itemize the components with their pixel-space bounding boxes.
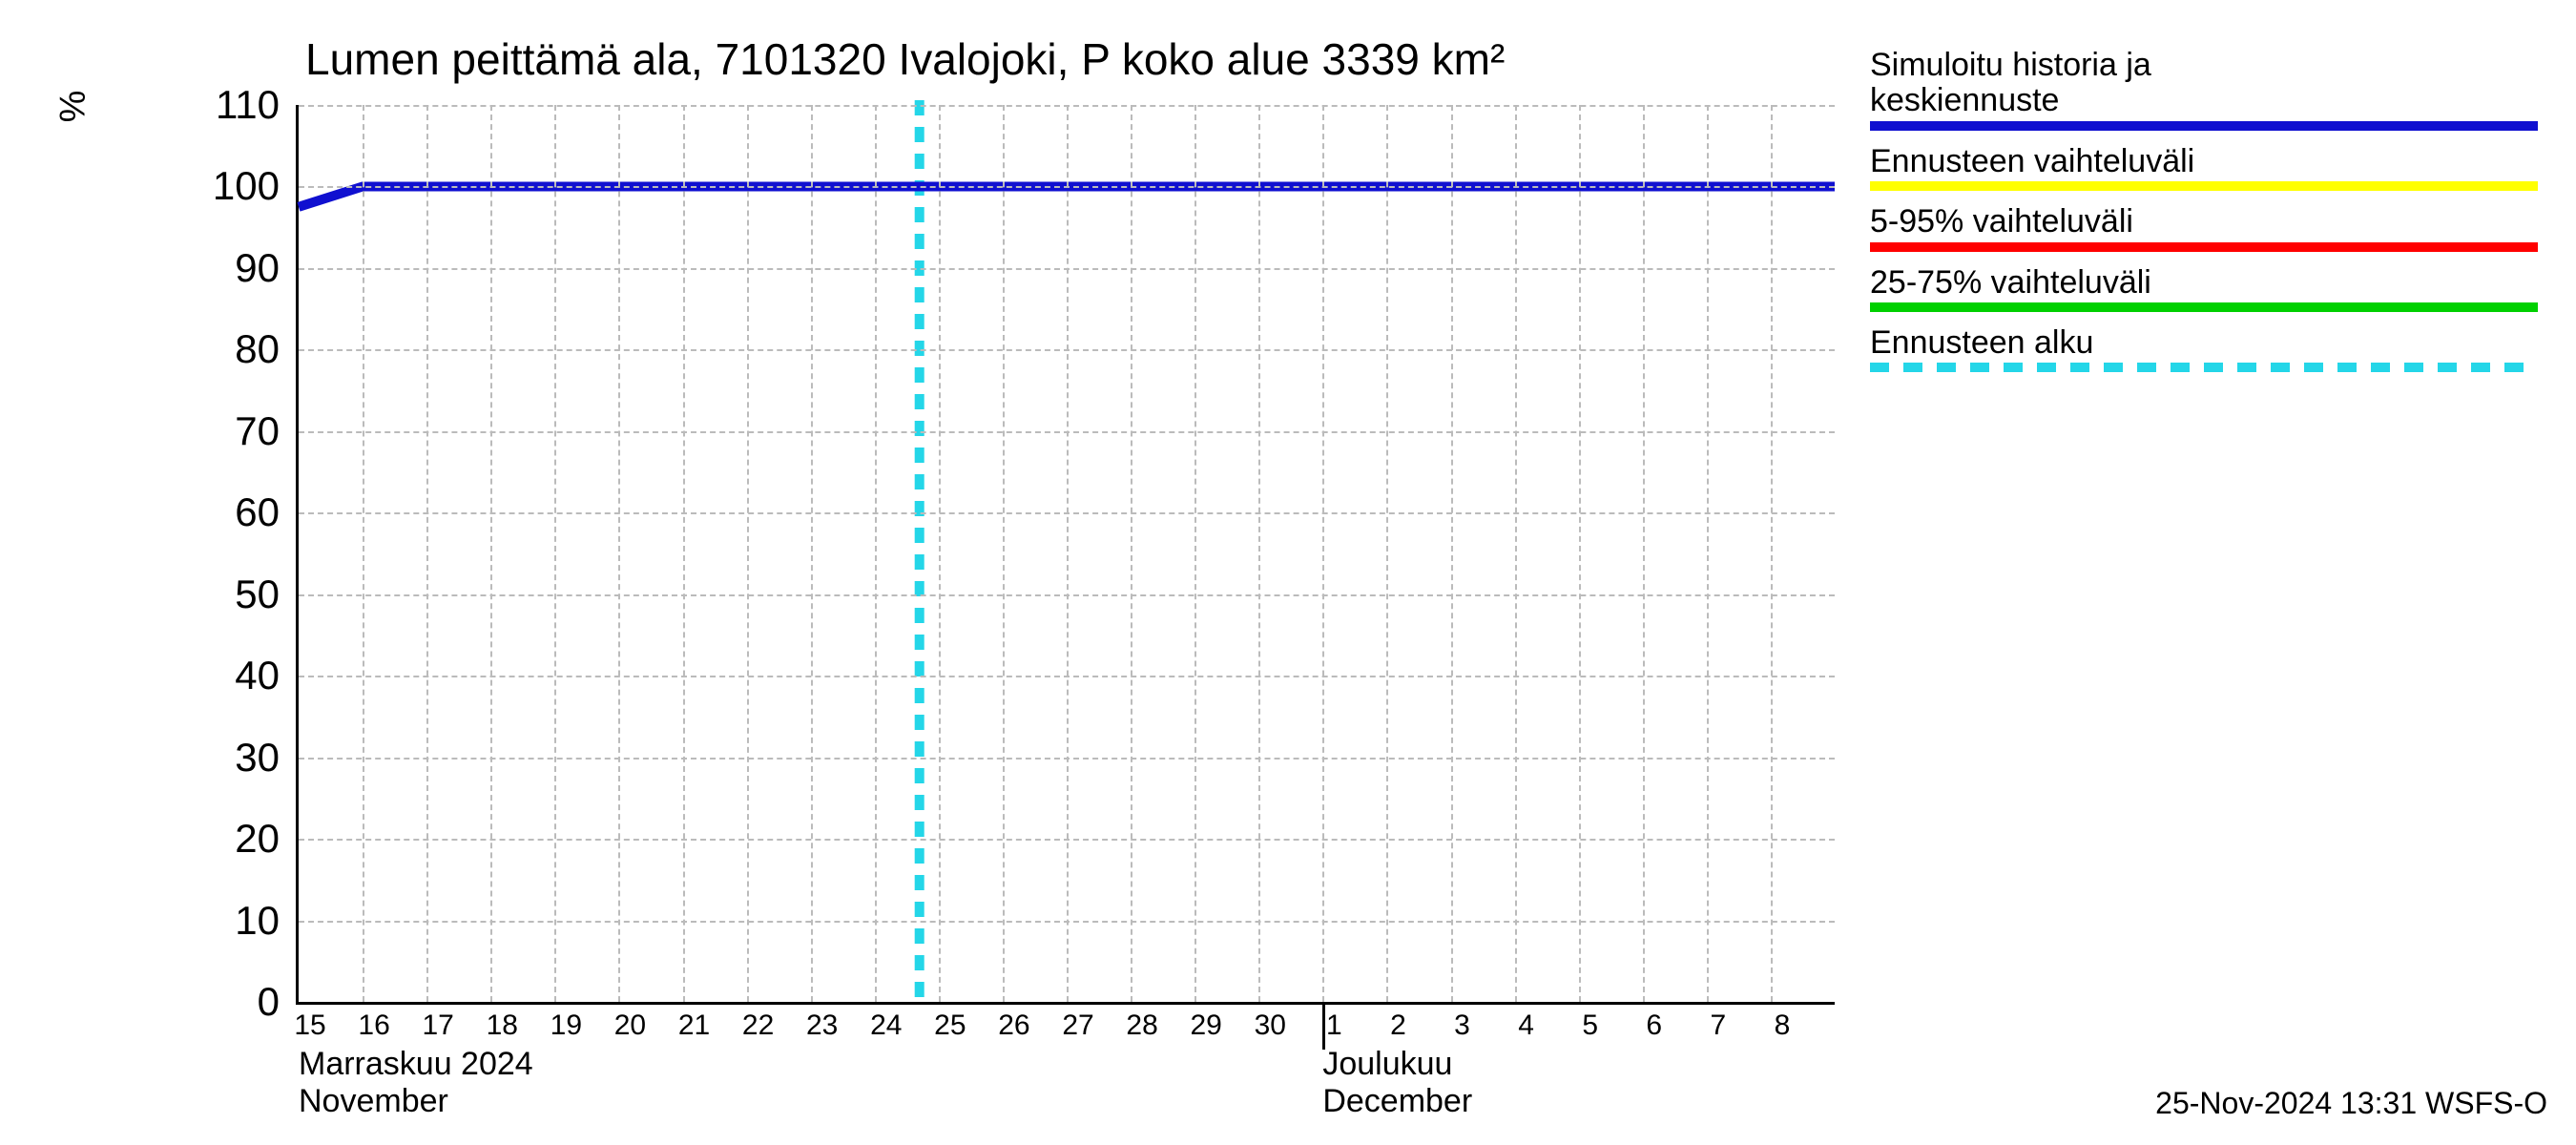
gridline-v — [1067, 105, 1069, 1002]
x-tick-label: 15 — [294, 1010, 325, 1042]
y-tick-label: 60 — [203, 489, 280, 535]
x-tick-label: 5 — [1582, 1010, 1598, 1042]
x-tick-label: 3 — [1454, 1010, 1470, 1042]
x-tick-label: 22 — [742, 1010, 774, 1042]
x-tick-label: 26 — [998, 1010, 1029, 1042]
gridline-v — [1579, 105, 1581, 1002]
gridline-v — [811, 105, 813, 1002]
gridline-v — [683, 105, 685, 1002]
y-tick-label: 30 — [203, 735, 280, 781]
x-tick-label: 4 — [1518, 1010, 1534, 1042]
y-tick-label: 40 — [203, 653, 280, 698]
x-tick-label: 20 — [614, 1010, 646, 1042]
y-tick-label: 100 — [203, 163, 280, 209]
gridline-v — [1451, 105, 1453, 1002]
x-tick-label: 23 — [806, 1010, 838, 1042]
x-tick-label: 29 — [1190, 1010, 1221, 1042]
x-tick-label: 25 — [934, 1010, 966, 1042]
gridline-v — [554, 105, 556, 1002]
legend-label: 5-95% vaihteluväli — [1870, 204, 2538, 239]
month-label-fi: Joulukuu — [1322, 1046, 1452, 1082]
legend-item: Simuloitu historia jakeskiennuste — [1870, 48, 2538, 131]
legend-item: Ennusteen vaihteluväli — [1870, 144, 2538, 191]
month-label-en: December — [1322, 1083, 1472, 1119]
legend-swatch — [1870, 181, 2538, 191]
legend-label: 25-75% vaihteluväli — [1870, 265, 2538, 301]
gridline-v — [1195, 105, 1196, 1002]
gridline-v — [490, 105, 492, 1002]
month-divider — [1322, 1002, 1325, 1050]
month-label-fi: Marraskuu 2024 — [299, 1046, 533, 1082]
chart-container: Lumen peittämä ala / Snow cover area % L… — [0, 0, 2576, 1145]
gridline-v — [747, 105, 749, 1002]
gridline-v — [426, 105, 428, 1002]
y-tick-label: 20 — [203, 816, 280, 862]
x-tick-label: 18 — [487, 1010, 518, 1042]
legend-swatch — [1870, 302, 2538, 312]
y-tick-label: 80 — [203, 326, 280, 372]
y-axis-unit: % — [52, 91, 93, 123]
x-tick-label: 1 — [1326, 1010, 1342, 1042]
x-tick-label: 6 — [1646, 1010, 1662, 1042]
month-label-en: November — [299, 1083, 448, 1119]
x-tick-label: 7 — [1710, 1010, 1726, 1042]
gridline-v — [939, 105, 941, 1002]
chart-title: Lumen peittämä ala, 7101320 Ivalojoki, P… — [305, 33, 1505, 85]
y-tick-label: 0 — [203, 979, 280, 1025]
x-tick-label: 24 — [870, 1010, 902, 1042]
timestamp-label: 25-Nov-2024 13:31 WSFS-O — [2155, 1086, 2547, 1121]
plot-area: 0102030405060708090100110151617181920212… — [296, 105, 1835, 1005]
gridline-v — [1643, 105, 1645, 1002]
legend-label: Ennusteen vaihteluväli — [1870, 144, 2538, 179]
gridline-v — [1515, 105, 1517, 1002]
legend-item: 5-95% vaihteluväli — [1870, 204, 2538, 251]
legend: Simuloitu historia jakeskiennuste Ennuste… — [1870, 48, 2538, 385]
gridline-v — [1386, 105, 1388, 1002]
x-tick-label: 30 — [1255, 1010, 1286, 1042]
x-tick-label: 2 — [1390, 1010, 1406, 1042]
gridline-v — [1707, 105, 1709, 1002]
gridline-v — [618, 105, 620, 1002]
legend-swatch — [1870, 242, 2538, 252]
month-label: JoulukuuDecember — [1322, 1046, 1472, 1120]
legend-label: Ennusteen alku — [1870, 325, 2538, 361]
y-tick-label: 50 — [203, 572, 280, 617]
x-tick-label: 27 — [1062, 1010, 1093, 1042]
legend-swatch — [1870, 363, 2538, 372]
x-tick-label: 28 — [1126, 1010, 1157, 1042]
x-tick-label: 16 — [358, 1010, 389, 1042]
x-tick-label: 17 — [422, 1010, 453, 1042]
gridline-v — [1322, 105, 1324, 1002]
x-tick-label: 21 — [678, 1010, 710, 1042]
legend-item: Ennusteen alku — [1870, 325, 2538, 372]
y-tick-label: 110 — [203, 82, 280, 128]
legend-item: 25-75% vaihteluväli — [1870, 265, 2538, 312]
gridline-v — [363, 105, 364, 1002]
gridline-v — [1771, 105, 1773, 1002]
gridline-v — [875, 105, 877, 1002]
legend-label: Simuloitu historia jakeskiennuste — [1870, 48, 2538, 119]
x-tick-label: 8 — [1775, 1010, 1791, 1042]
gridline-v — [1131, 105, 1132, 1002]
y-tick-label: 10 — [203, 898, 280, 944]
y-tick-label: 90 — [203, 245, 280, 291]
gridline-v — [1003, 105, 1005, 1002]
month-label: Marraskuu 2024November — [299, 1046, 533, 1120]
gridline-v — [1258, 105, 1260, 1002]
legend-swatch — [1870, 121, 2538, 131]
y-tick-label: 70 — [203, 408, 280, 454]
x-tick-label: 19 — [551, 1010, 582, 1042]
